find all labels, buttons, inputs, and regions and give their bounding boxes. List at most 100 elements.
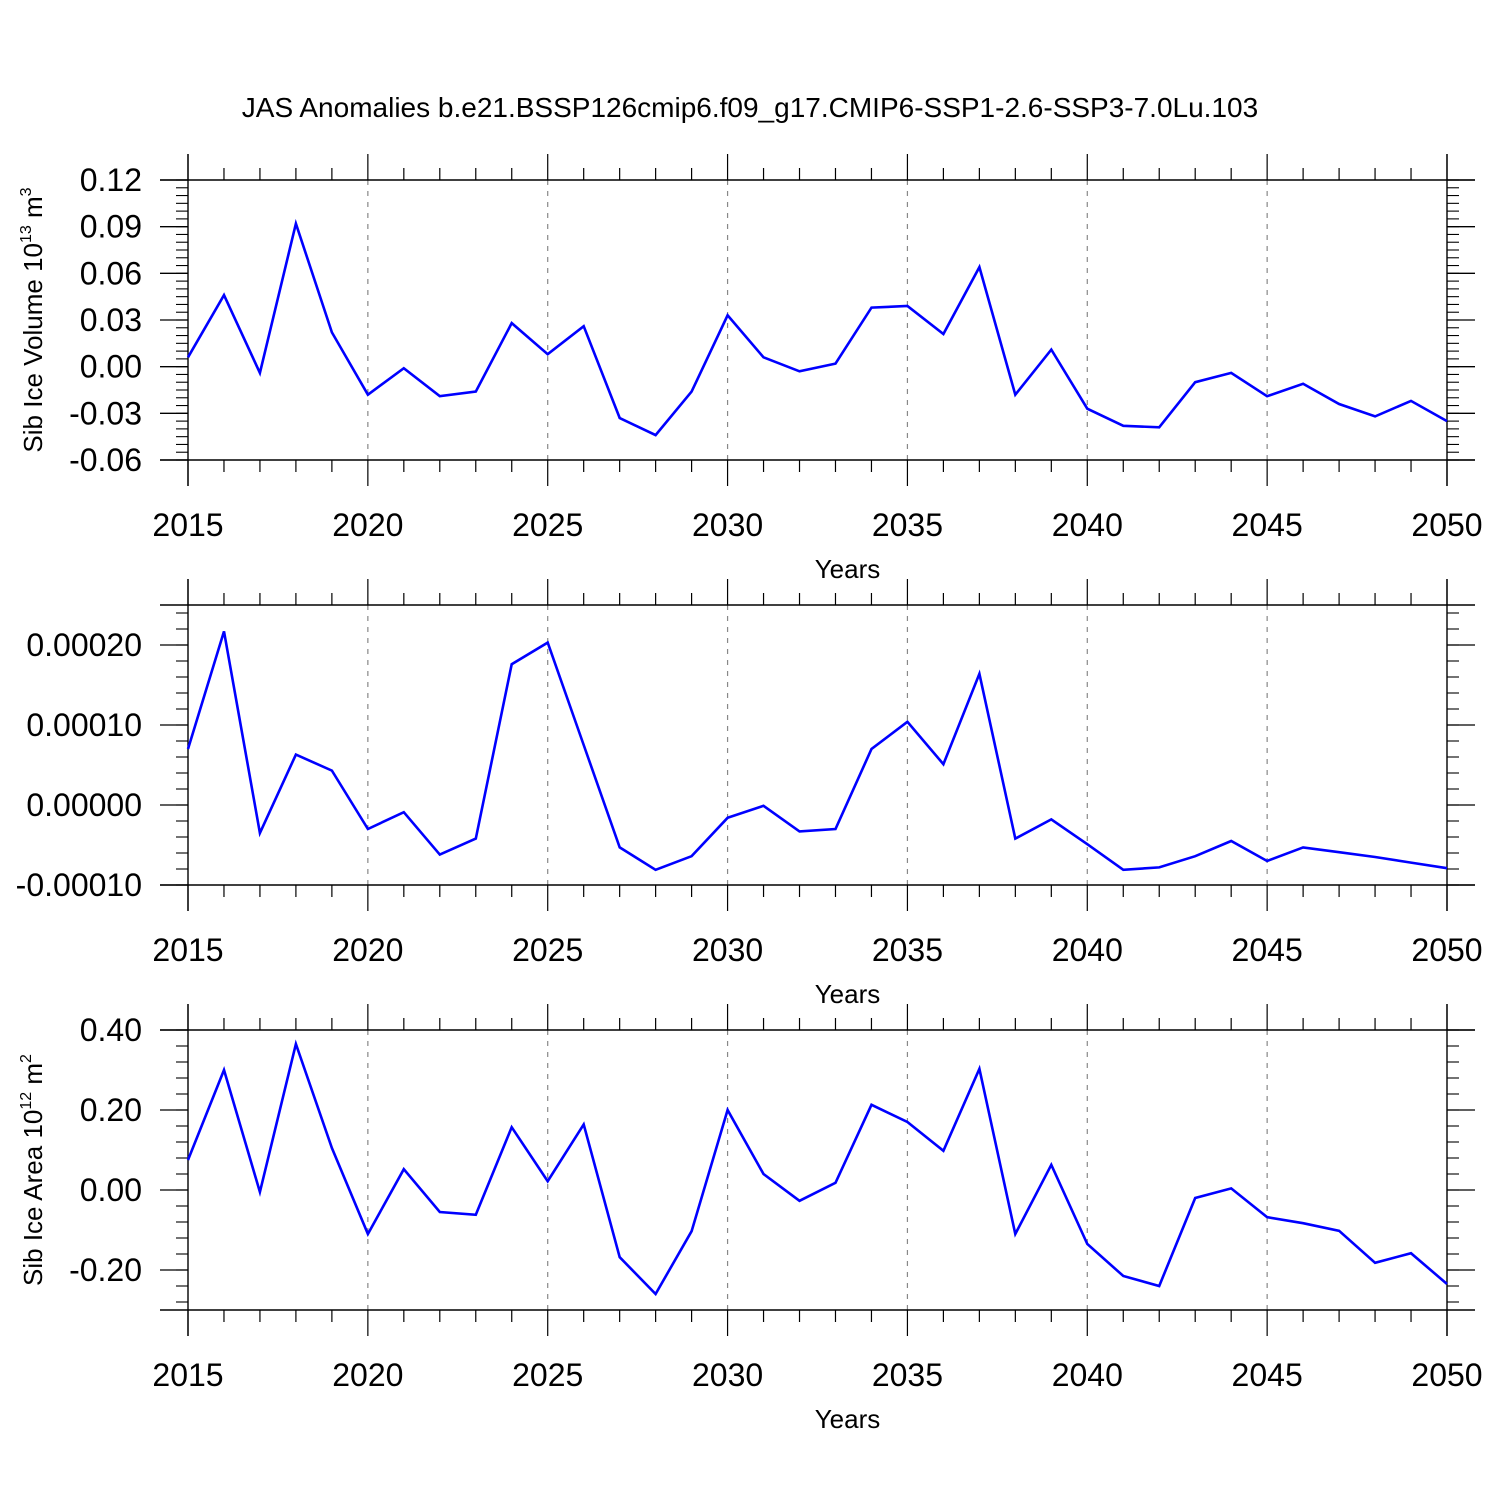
data-point xyxy=(510,322,513,325)
y-axis-label-unit-exponent: 2 xyxy=(18,1054,35,1063)
data-point xyxy=(331,769,334,772)
x-tick-label: 2035 xyxy=(872,932,943,968)
data-point xyxy=(474,390,477,393)
y-axis-label-exponent: 12 xyxy=(18,1092,35,1110)
x-tick-label: 2015 xyxy=(152,507,223,543)
x-tick-label: 2050 xyxy=(1411,932,1482,968)
x-tick-label: 2025 xyxy=(512,507,583,543)
x-tick-label: 2050 xyxy=(1411,1357,1482,1393)
data-point xyxy=(1266,860,1269,863)
x-tick-label: 2030 xyxy=(692,507,763,543)
data-point xyxy=(295,1043,298,1046)
data-point xyxy=(870,1104,873,1107)
data-point xyxy=(1050,818,1053,821)
data-point xyxy=(1410,1252,1413,1255)
data-point xyxy=(1122,1275,1125,1278)
x-tick-label: 2045 xyxy=(1232,507,1303,543)
data-point xyxy=(942,1150,945,1153)
data-point xyxy=(259,1191,262,1194)
x-tick-label: 2020 xyxy=(332,1357,403,1393)
x-tick-label: 2040 xyxy=(1052,507,1123,543)
data-point xyxy=(331,331,334,334)
y-tick-label: 0.06 xyxy=(80,255,142,291)
data-point xyxy=(1050,348,1053,351)
data-point xyxy=(546,641,549,644)
y-axis-label-main: Sib Ice Area 10 xyxy=(18,1110,48,1286)
data-point xyxy=(1158,1285,1161,1288)
data-point xyxy=(726,817,729,820)
y-tick-label: -0.00010 xyxy=(16,867,142,903)
x-tick-label: 2035 xyxy=(872,507,943,543)
data-point xyxy=(654,434,657,437)
data-point xyxy=(187,356,190,359)
data-point xyxy=(223,1069,226,1072)
data-point xyxy=(187,748,190,751)
data-point xyxy=(618,417,621,420)
data-point xyxy=(726,1109,729,1112)
data-point xyxy=(762,356,765,359)
data-point xyxy=(1158,426,1161,429)
data-point xyxy=(1338,1230,1341,1233)
data-point xyxy=(1338,403,1341,406)
data-point xyxy=(367,393,370,396)
data-point xyxy=(978,1068,981,1071)
data-point xyxy=(1194,1197,1197,1200)
data-point xyxy=(906,305,909,308)
data-point xyxy=(978,266,981,269)
data-point xyxy=(331,1147,334,1150)
data-point xyxy=(1050,1164,1053,1167)
data-point xyxy=(295,222,298,225)
data-point xyxy=(546,353,549,356)
data-point xyxy=(474,837,477,840)
data-point xyxy=(1122,869,1125,872)
data-point xyxy=(834,828,837,831)
data-point xyxy=(942,333,945,336)
data-point xyxy=(1410,861,1413,864)
data-point xyxy=(906,721,909,724)
x-tick-label: 2030 xyxy=(692,932,763,968)
data-point xyxy=(1410,400,1413,403)
data-point xyxy=(690,1230,693,1233)
data-point xyxy=(1266,1216,1269,1219)
data-point xyxy=(403,367,406,370)
y-axis-label: Sib Ice Volume 1013 m3 xyxy=(18,187,48,452)
y-axis-label-unit: m xyxy=(18,196,48,225)
x-tick-label: 2015 xyxy=(152,1357,223,1393)
data-point xyxy=(726,314,729,317)
figure-title: JAS Anomalies b.e21.BSSP126cmip6.f09_g17… xyxy=(242,92,1258,123)
data-point xyxy=(1086,1243,1089,1246)
y-tick-label: -0.03 xyxy=(69,395,142,431)
data-point xyxy=(1086,843,1089,846)
data-point xyxy=(1014,393,1017,396)
x-axis-label: Years xyxy=(815,554,881,584)
data-point xyxy=(259,372,262,375)
data-point xyxy=(439,853,442,856)
data-point xyxy=(439,1211,442,1214)
data-point xyxy=(439,395,442,398)
data-point xyxy=(367,828,370,831)
data-point xyxy=(690,855,693,858)
x-tick-label: 2020 xyxy=(332,932,403,968)
x-tick-label: 2040 xyxy=(1052,932,1123,968)
data-point xyxy=(474,1214,477,1217)
data-point xyxy=(978,673,981,676)
data-point xyxy=(762,805,765,808)
data-point xyxy=(1230,372,1233,375)
x-tick-label: 2045 xyxy=(1232,932,1303,968)
y-tick-label: -0.06 xyxy=(69,442,142,478)
data-point xyxy=(367,1233,370,1236)
chart-panel-1: -0.06 -0.03 0.00 0.03 0.06 0.09 0.12 2015 2020 20… xyxy=(18,154,1483,584)
data-point xyxy=(1194,855,1197,858)
x-axis-label: Years xyxy=(815,1404,881,1434)
chart-panel-2: -0.00010 0.00000 0.00010 0.00020 2015 2020 202… xyxy=(16,579,1483,1009)
series-line xyxy=(186,218,1448,437)
data-point xyxy=(870,748,873,751)
data-point xyxy=(1230,1187,1233,1190)
x-tick-label: 2015 xyxy=(152,932,223,968)
data-point xyxy=(223,630,226,633)
data-point xyxy=(1266,395,1269,398)
data-point xyxy=(834,1182,837,1185)
data-point xyxy=(1014,1233,1017,1236)
data-point xyxy=(1158,866,1161,869)
